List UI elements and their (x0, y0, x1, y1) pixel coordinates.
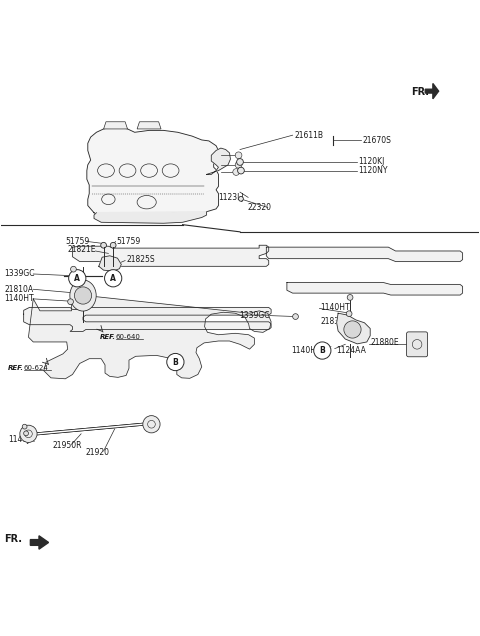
Text: 21920: 21920 (86, 448, 110, 457)
Text: 21611B: 21611B (294, 130, 323, 140)
Text: 51759: 51759 (65, 237, 90, 246)
Polygon shape (104, 121, 128, 129)
Text: 1140HT: 1140HT (292, 345, 321, 354)
Text: 21830: 21830 (321, 317, 345, 326)
Circle shape (235, 152, 242, 158)
Text: 1140HT: 1140HT (321, 303, 350, 312)
Polygon shape (425, 83, 439, 99)
Text: 1120KJ: 1120KJ (358, 158, 384, 167)
Circle shape (24, 431, 28, 436)
Text: 21825S: 21825S (126, 255, 155, 264)
Polygon shape (206, 148, 230, 174)
Text: REF.: REF. (8, 365, 24, 371)
Circle shape (235, 162, 242, 168)
Circle shape (293, 314, 299, 319)
Text: A: A (110, 273, 116, 283)
Text: 1339GC: 1339GC (4, 270, 35, 279)
Text: 21950R: 21950R (52, 441, 82, 450)
Text: 1339GC: 1339GC (239, 311, 270, 320)
Circle shape (347, 294, 353, 300)
Circle shape (101, 242, 107, 248)
Circle shape (344, 321, 361, 338)
Polygon shape (287, 282, 463, 295)
Circle shape (74, 287, 92, 304)
Circle shape (314, 342, 331, 359)
Text: 21821E: 21821E (68, 245, 96, 254)
Text: B: B (172, 357, 178, 366)
Polygon shape (137, 121, 161, 129)
Polygon shape (336, 313, 370, 344)
Polygon shape (24, 307, 271, 331)
Circle shape (22, 424, 27, 429)
Circle shape (143, 416, 160, 433)
Circle shape (69, 270, 86, 287)
FancyBboxPatch shape (407, 332, 428, 357)
Text: 22320: 22320 (247, 203, 271, 212)
Text: B: B (320, 346, 325, 355)
Text: 60-640: 60-640 (116, 334, 141, 340)
Circle shape (239, 197, 243, 201)
Polygon shape (94, 212, 206, 223)
Text: FR.: FR. (4, 534, 23, 544)
Circle shape (68, 299, 73, 305)
Circle shape (346, 311, 352, 317)
Text: 21810A: 21810A (4, 285, 34, 294)
Text: 1140HT: 1140HT (4, 294, 34, 303)
Circle shape (237, 158, 243, 165)
Text: 60-624: 60-624 (24, 365, 48, 371)
Text: 1124AA: 1124AA (336, 345, 366, 354)
Polygon shape (72, 245, 269, 268)
Circle shape (110, 242, 116, 248)
Text: 51759: 51759 (117, 237, 141, 246)
Text: 1120NY: 1120NY (358, 166, 388, 175)
Circle shape (233, 169, 240, 176)
Text: 21880E: 21880E (370, 338, 399, 347)
Text: 21670S: 21670S (362, 136, 391, 145)
Text: FR.: FR. (411, 87, 429, 97)
Polygon shape (30, 536, 48, 549)
Polygon shape (99, 256, 121, 271)
Circle shape (167, 354, 184, 371)
Circle shape (105, 270, 122, 287)
Text: 1123LJ: 1123LJ (218, 193, 244, 202)
Circle shape (72, 273, 78, 279)
Ellipse shape (70, 280, 96, 311)
Polygon shape (28, 295, 271, 379)
Circle shape (71, 266, 76, 272)
Circle shape (238, 167, 244, 174)
Polygon shape (266, 247, 463, 261)
Circle shape (20, 425, 37, 443)
Text: REF.: REF. (100, 334, 116, 340)
Text: 1140JA: 1140JA (8, 435, 35, 444)
Polygon shape (87, 127, 218, 218)
Text: A: A (74, 273, 80, 283)
